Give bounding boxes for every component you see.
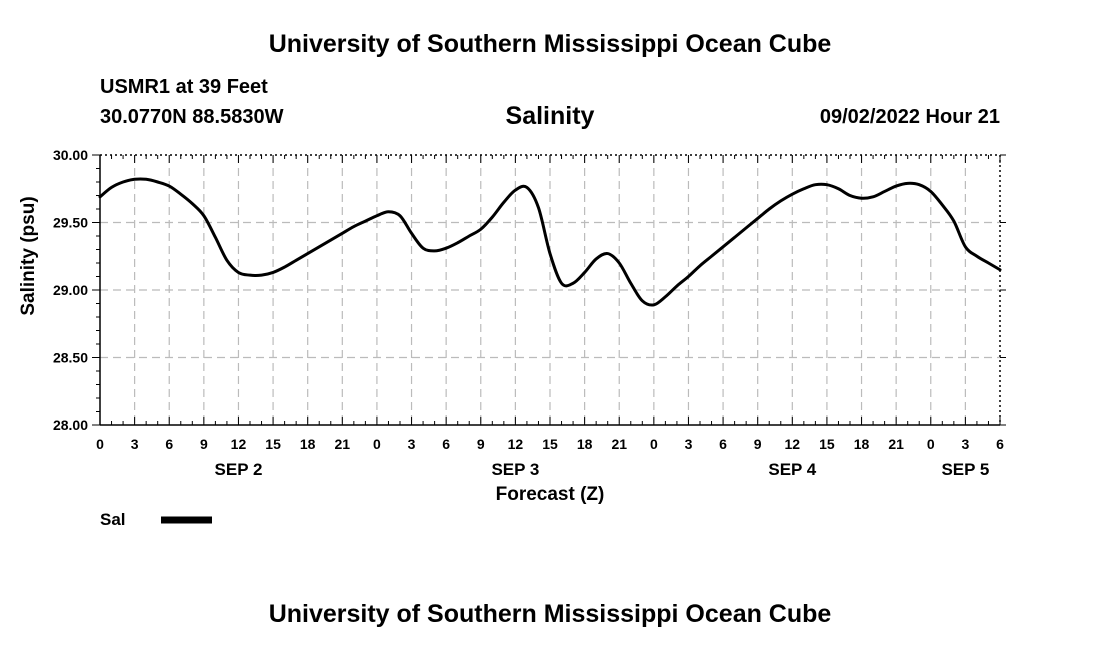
x-tick-label: 9 [477, 436, 485, 452]
x-tick-label: 6 [996, 436, 1004, 452]
station-label: USMR1 at 39 Feet [100, 76, 268, 98]
y-axis-label: Salinity (psu) [18, 196, 39, 315]
grid-lines [100, 155, 1000, 425]
x-tick-label: 9 [754, 436, 762, 452]
x-tick-label: 0 [650, 436, 658, 452]
x-tick-label: 12 [231, 436, 247, 452]
page-title: University of Southern Mississippi Ocean… [268, 30, 832, 58]
y-tick-label: 30.00 [53, 147, 88, 163]
y-tick-label: 28.50 [53, 350, 88, 366]
day-label: SEP 4 [768, 460, 816, 479]
y-tick-label: 28.00 [53, 417, 88, 433]
x-tick-label: 0 [96, 436, 104, 452]
forecast-timestamp: 09/02/2022 Hour 21 [819, 106, 1000, 128]
x-tick-label: 0 [927, 436, 935, 452]
y-tick-label: 29.50 [53, 215, 88, 231]
x-tick-label: 3 [685, 436, 693, 452]
tick-labels: 0 3 6 9 12 15 18 21 0 3 6 9 12 15 18 21 0 3 6 9 12 15 18 21 0 3 6 3… [53, 147, 1004, 479]
day-label: SEP 2 [215, 460, 263, 479]
salinity-series-line [98, 177, 1002, 307]
station-coordinates: 30.0770N 88.5830W [100, 106, 284, 128]
x-tick-label: 18 [577, 436, 593, 452]
day-label: SEP 3 [491, 460, 539, 479]
x-tick-label: 15 [542, 436, 558, 452]
day-label: SEP 5 [941, 460, 989, 479]
x-tick-label: 21 [335, 436, 351, 452]
x-axis-label: Forecast (Z) [496, 484, 605, 505]
x-tick-label: 3 [961, 436, 969, 452]
x-tick-label: 15 [819, 436, 835, 452]
x-tick-label: 21 [611, 436, 627, 452]
x-tick-label: 18 [854, 436, 870, 452]
x-tick-label: 12 [508, 436, 524, 452]
x-tick-label: 9 [200, 436, 208, 452]
x-tick-label: 6 [442, 436, 450, 452]
axes [92, 154, 1006, 426]
x-tick-label: 6 [165, 436, 173, 452]
x-tick-label: 0 [373, 436, 381, 452]
footer-title: University of Southern Mississippi Ocean… [268, 600, 832, 628]
x-tick-label: 6 [719, 436, 727, 452]
x-tick-label: 15 [265, 436, 281, 452]
x-tick-label: 3 [408, 436, 416, 452]
x-tick-label: 21 [888, 436, 904, 452]
legend-label: Sal [100, 510, 126, 529]
x-tick-label: 12 [785, 436, 801, 452]
x-tick-label: 3 [131, 436, 139, 452]
y-tick-label: 29.00 [53, 282, 88, 298]
x-tick-label: 18 [300, 436, 316, 452]
chart-title: Salinity [506, 102, 595, 130]
